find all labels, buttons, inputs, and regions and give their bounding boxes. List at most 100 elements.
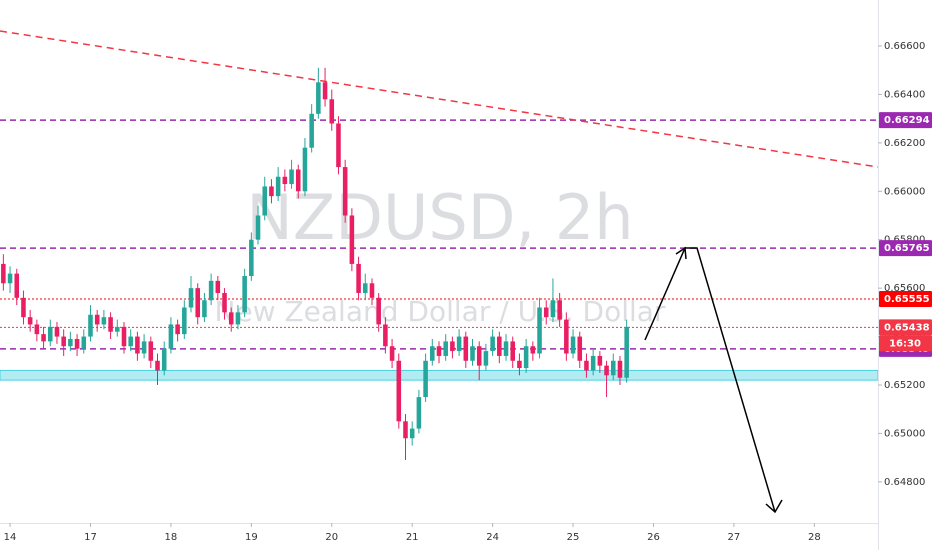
candle-body xyxy=(208,280,214,301)
countdown-box xyxy=(879,335,932,352)
y-tick-label: 0.66000 xyxy=(884,186,925,197)
candle-body xyxy=(68,338,73,347)
candle-body xyxy=(14,273,20,298)
candle-body xyxy=(202,300,207,318)
x-tick-label: 24 xyxy=(486,532,499,543)
candle-body xyxy=(175,324,180,335)
y-tick-label: 0.64800 xyxy=(884,477,925,488)
countdown-label: 16:30 xyxy=(889,338,921,349)
candle-body xyxy=(483,351,489,366)
candle-body xyxy=(322,82,328,100)
candle-body xyxy=(215,280,221,293)
arrow-head xyxy=(675,246,687,260)
trend-line xyxy=(0,30,879,168)
candle-body xyxy=(349,215,355,264)
candle-body xyxy=(584,360,589,371)
candle-body xyxy=(54,326,60,337)
candle-body xyxy=(242,276,247,313)
candle-body xyxy=(1,263,6,284)
price-label-box xyxy=(879,112,932,129)
x-tick-label: 17 xyxy=(84,532,97,543)
x-tick-label: 21 xyxy=(406,532,419,543)
candle-body xyxy=(289,169,294,185)
price-label: 0.65555 xyxy=(884,294,930,305)
candle-body xyxy=(436,346,442,356)
candle-body xyxy=(195,288,200,318)
candle-body xyxy=(141,341,147,354)
candle-body xyxy=(115,326,120,332)
candle-body xyxy=(255,215,261,240)
candle-body xyxy=(517,360,522,369)
candle-body xyxy=(336,123,341,168)
candle-body xyxy=(148,341,154,361)
x-tick-label: 28 xyxy=(808,532,821,543)
y-tick-label: 0.66200 xyxy=(884,138,925,149)
candle-body xyxy=(222,292,227,313)
projection-arrow xyxy=(644,247,776,513)
candle-body xyxy=(282,176,288,185)
candle-body xyxy=(94,314,100,325)
candle-body xyxy=(34,324,40,335)
candle-body xyxy=(262,186,268,216)
candle-body xyxy=(624,326,629,378)
candle-body xyxy=(503,341,509,356)
x-tick-label: 27 xyxy=(728,532,741,543)
axes: 0.666000.664000.662000.660000.658000.656… xyxy=(4,41,932,543)
candle-body xyxy=(362,283,368,293)
candle-body xyxy=(450,341,455,352)
candle-body xyxy=(61,336,66,347)
candle-body xyxy=(269,186,274,197)
candle-body xyxy=(389,346,395,361)
candle-body xyxy=(188,288,194,308)
candle-body xyxy=(590,355,596,371)
candle-body xyxy=(128,336,133,347)
candle-body xyxy=(523,346,529,369)
y-tick-label: 0.65200 xyxy=(884,380,925,391)
candle-body xyxy=(443,341,448,356)
candle-body xyxy=(309,113,314,148)
candle-body xyxy=(430,346,435,361)
price-label: 0.66294 xyxy=(884,115,930,126)
candle-body xyxy=(383,324,388,347)
candle-body xyxy=(7,273,13,284)
candle-body xyxy=(416,397,422,429)
price-label-box xyxy=(879,291,932,308)
candle-body xyxy=(550,300,556,318)
candle-body xyxy=(316,82,321,114)
candle-body xyxy=(27,317,33,325)
candle-body xyxy=(295,169,301,192)
candle-body xyxy=(557,300,562,320)
candle-body xyxy=(155,360,160,371)
plot-area xyxy=(0,67,879,461)
candle-body xyxy=(570,336,576,354)
candle-body xyxy=(510,341,516,361)
candle-body xyxy=(376,297,381,325)
candle-body xyxy=(564,319,569,354)
candle-body xyxy=(423,360,428,398)
candle-body xyxy=(396,360,402,422)
candle-body xyxy=(47,326,53,342)
candle-body xyxy=(610,360,616,376)
x-tick-label: 26 xyxy=(647,532,660,543)
x-tick-label: 19 xyxy=(245,532,258,543)
candle-body xyxy=(617,360,623,378)
candle-body xyxy=(456,336,462,352)
candle-body xyxy=(577,336,583,361)
candle-body xyxy=(135,336,140,354)
price-label-box xyxy=(879,240,932,257)
candle-body xyxy=(342,167,348,216)
candle-body xyxy=(329,99,335,124)
candle-body xyxy=(182,307,187,335)
candle-body xyxy=(101,317,107,325)
candle-body xyxy=(81,336,87,349)
candle-body xyxy=(74,338,80,349)
candle-body xyxy=(88,314,93,337)
candle-body xyxy=(21,297,26,318)
candle-body xyxy=(470,346,475,361)
y-tick-label: 0.65600 xyxy=(884,283,925,294)
x-tick-label: 25 xyxy=(567,532,580,543)
candle-body xyxy=(275,176,281,197)
candle-body xyxy=(597,355,603,366)
